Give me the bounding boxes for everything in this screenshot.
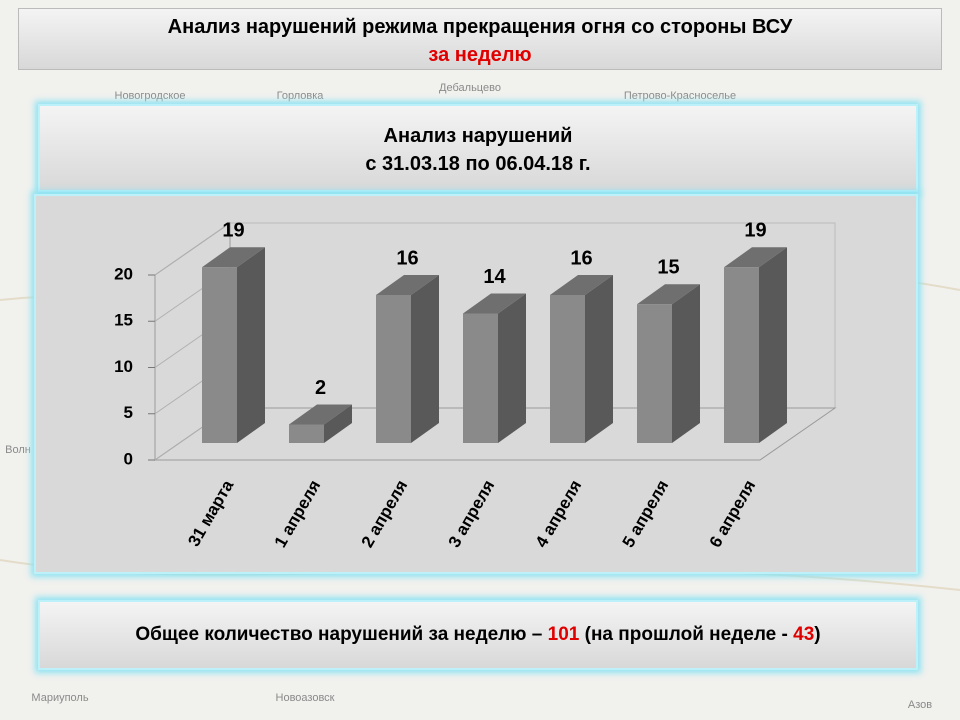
header: Анализ нарушений режима прекращения огня… xyxy=(18,8,942,70)
y-tick-label: 10 xyxy=(114,357,133,376)
map-label: Горловка xyxy=(277,90,325,102)
chart-subtitle: с 31.03.18 по 06.04.18 г. xyxy=(365,153,591,175)
map-label: Дебальцево xyxy=(439,82,501,94)
bar-top xyxy=(724,247,787,268)
y-tick-label: 5 xyxy=(124,403,133,422)
bar-front xyxy=(550,295,585,443)
y-tick-label: 0 xyxy=(124,449,133,468)
value-label: 19 xyxy=(744,220,766,242)
bar-front xyxy=(637,304,672,443)
bar-top xyxy=(637,284,700,305)
footer-text: ) xyxy=(814,624,821,645)
x-tick-label: 4 апреля xyxy=(532,477,586,551)
header-subtitle: за неделю xyxy=(428,44,532,66)
bar-side xyxy=(411,275,439,443)
map-label: Азов xyxy=(908,699,932,711)
value-label: 19 xyxy=(222,220,244,242)
x-tick-label: 6 апреля xyxy=(706,477,760,551)
footer-text: (на прошлой неделе - xyxy=(579,624,794,645)
bar-side xyxy=(237,247,265,443)
bar-top xyxy=(463,293,526,314)
chart-title: Анализ нарушений xyxy=(383,125,573,147)
value-label: 16 xyxy=(396,247,418,269)
bar-top xyxy=(202,247,265,268)
bar-front xyxy=(724,267,759,443)
footer-number: 43 xyxy=(793,624,815,645)
y-tick-label: 15 xyxy=(114,311,133,330)
bar-top xyxy=(550,275,613,295)
value-label: 15 xyxy=(657,257,679,279)
bar xyxy=(202,247,265,443)
header-title: Анализ нарушений режима прекращения огня… xyxy=(167,16,793,38)
footer-text: Общее количество нарушений за неделю – xyxy=(135,624,548,645)
bar-side xyxy=(759,247,787,443)
x-tick-label: 3 апреля xyxy=(445,477,499,551)
bar-front xyxy=(289,424,324,443)
x-tick-label: 1 апреля xyxy=(271,477,325,551)
bar-top xyxy=(289,404,352,425)
x-tick-label: 31 марта xyxy=(184,476,237,550)
bar xyxy=(376,275,439,443)
wall-line xyxy=(154,222,231,276)
footer-number: 101 xyxy=(547,624,580,645)
bar xyxy=(637,284,700,443)
bar-front xyxy=(202,267,237,443)
value-label: 2 xyxy=(315,377,326,399)
bar-side xyxy=(324,404,352,443)
bar-front xyxy=(463,313,498,443)
chart-header: Анализ нарушений с 31.03.18 по 06.04.18 … xyxy=(38,104,918,192)
bar xyxy=(724,247,787,443)
map-label: Волн xyxy=(5,444,31,456)
footer: Общее количество нарушений за неделю – 1… xyxy=(38,600,918,670)
bar xyxy=(463,293,526,443)
bar xyxy=(289,404,352,443)
map-label: Новоазовск xyxy=(276,692,335,704)
map-label: Новогродское xyxy=(115,90,186,102)
map-label: Петрово-Красноселье xyxy=(624,90,736,102)
x-tick-label: 5 апреля xyxy=(619,477,673,551)
value-label: 14 xyxy=(483,266,506,288)
bar-side xyxy=(585,275,613,443)
bar-top xyxy=(376,275,439,295)
y-tick-label: 20 xyxy=(114,264,133,283)
bar-side xyxy=(498,293,526,443)
bar xyxy=(550,275,613,443)
bar-front xyxy=(376,295,411,443)
x-tick-label: 2 апреля xyxy=(358,477,412,551)
map-label: Мариуполь xyxy=(31,692,88,704)
value-label: 16 xyxy=(570,247,592,269)
bar-side xyxy=(672,284,700,443)
